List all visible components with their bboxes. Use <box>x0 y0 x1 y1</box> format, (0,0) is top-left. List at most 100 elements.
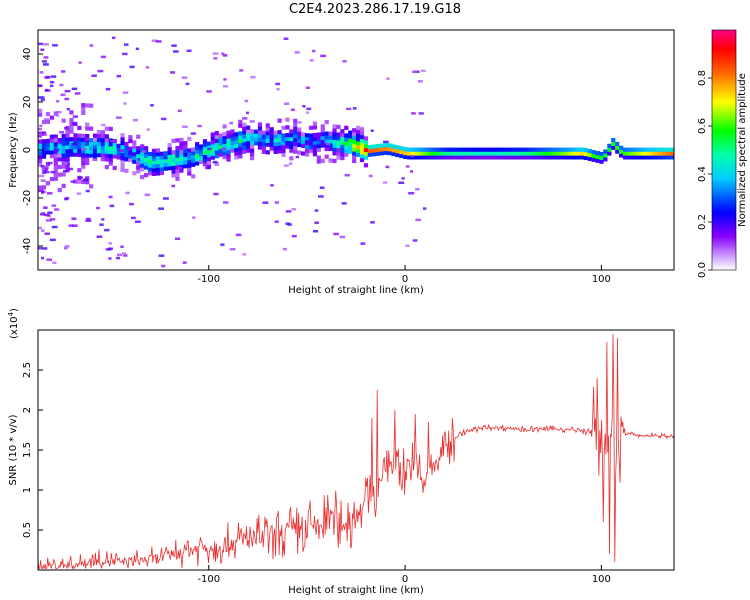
spectrogram-cell <box>528 147 533 152</box>
spectrogram-speckle <box>85 137 90 141</box>
spectrogram-cell <box>128 138 133 144</box>
spectrogram-speckle <box>181 76 188 79</box>
spectrogram-cell <box>410 147 416 152</box>
spectrogram-speckle <box>42 190 47 193</box>
spectrogram-cell <box>469 147 475 152</box>
spectrogram-cell <box>41 142 47 148</box>
spectrogram-cell <box>418 147 424 152</box>
spectrogram-cell <box>104 145 109 150</box>
spectrogram-cell <box>151 148 157 153</box>
spectrogram-cell <box>179 160 184 165</box>
spectrogram-cell <box>89 103 94 108</box>
spectrogram-speckle <box>125 191 130 195</box>
spectrogram-speckle <box>62 169 68 173</box>
spectrogram-cell <box>556 151 561 156</box>
spectrogram-speckle <box>317 195 324 198</box>
snr-panel: -100 0 100 0.5 1 1.5 2 2.5 Height of straight … <box>7 308 675 596</box>
spectrogram-speckle <box>170 71 176 74</box>
spectrogram-speckle <box>205 166 211 170</box>
spectrogram-cell <box>477 151 482 156</box>
spectrogram-speckle <box>42 63 49 66</box>
spectrogram-cell <box>104 134 109 139</box>
spectrogram-cell <box>242 122 247 127</box>
spectrogram-cell <box>226 145 231 151</box>
spectrogram-cell <box>81 149 86 154</box>
spectrogram-cell <box>308 133 314 138</box>
spectrogram-cell <box>167 166 172 171</box>
spectrogram-cell <box>359 146 365 151</box>
spectrogram-cell <box>57 172 62 177</box>
spectrogram-cell <box>120 133 125 138</box>
spectrogram-cell <box>151 160 157 165</box>
spectrogram-cell <box>210 140 215 145</box>
spectrogram-cell <box>250 152 255 157</box>
spectrogram-cell <box>375 151 380 156</box>
colorbar: 0.0 0.2 0.4 0.6 0.8 Normalized spectral ampl… <box>697 29 748 278</box>
spectrogram-cell <box>151 168 157 173</box>
spectrogram-cell <box>379 143 384 148</box>
spectrogram-cell <box>112 142 117 147</box>
spectrogram-cell <box>375 147 380 153</box>
spectrogram-cell <box>434 155 439 160</box>
spectrogram-cell <box>630 155 636 160</box>
spectrogram-cell <box>352 143 357 148</box>
spectrogram-cell <box>155 167 160 172</box>
spectrogram-cell <box>316 144 321 149</box>
spectrogram-cell <box>509 155 514 160</box>
spectrogram-cell <box>607 143 612 148</box>
spectrogram-cell <box>301 132 306 137</box>
spectrogram-speckle <box>38 174 45 178</box>
spectrogram-cell <box>151 156 157 161</box>
spectrogram-speckle <box>302 104 306 108</box>
spectrogram-cell <box>116 147 121 152</box>
spectrogram-cell <box>363 163 369 168</box>
spectrogram-cell <box>53 161 58 166</box>
spectrogram-cell <box>92 137 98 142</box>
spectrogram-cell <box>348 145 353 151</box>
spectrogram-speckle <box>291 234 297 238</box>
spectrogram-cell <box>45 161 51 167</box>
spectrogram-cell <box>195 142 200 147</box>
spectrogram-cell <box>304 140 310 146</box>
spectrogram-cell <box>171 138 176 143</box>
spectrogram-cell <box>304 144 310 149</box>
spectrogram-cell <box>183 144 188 150</box>
spectrogram-cell <box>473 155 478 160</box>
spectrogram-cell <box>654 147 659 152</box>
spectrogram-cell <box>599 159 604 164</box>
spectrogram-cell <box>136 134 141 139</box>
spectrogram-speckle <box>229 247 236 251</box>
spectrogram-cell <box>45 111 51 117</box>
spectrogram-cell <box>136 169 141 174</box>
spectrogram-cell <box>540 147 545 152</box>
spectrogram-speckle <box>415 188 420 191</box>
spectrogram-speckle <box>56 99 60 103</box>
snr-series-line <box>38 333 674 570</box>
spectrogram-cell <box>230 144 235 149</box>
spectrogram-cell <box>308 144 314 150</box>
spectrogram-cell <box>77 141 82 146</box>
spectrogram-cell <box>195 157 200 162</box>
spectrogram-cell <box>363 155 369 160</box>
spectrogram-cell <box>316 147 321 153</box>
spectrogram-cell <box>261 145 266 151</box>
spectrogram-cell <box>556 155 561 160</box>
spectrogram-cell <box>513 151 518 156</box>
spectrogram-cell <box>399 146 404 151</box>
spectrogram-speckle <box>352 107 357 110</box>
spectrogram-cell <box>642 151 647 156</box>
spectrogram-cell <box>301 143 306 148</box>
spectrogram-cell <box>336 132 341 137</box>
spectrogram-cell <box>128 158 133 163</box>
spectrogram-speckle <box>64 245 70 248</box>
spectrogram-cell <box>38 143 43 148</box>
spectrogram-cell <box>630 151 636 156</box>
spectrogram-cell <box>301 139 306 145</box>
spectrogram-cell <box>179 137 184 142</box>
spectrogram-cell <box>611 138 616 143</box>
spectrogram-cell <box>230 137 235 142</box>
spectrogram-speckle <box>161 264 166 268</box>
spectrogram-speckle <box>222 54 228 57</box>
spectrogram-cell <box>38 150 43 156</box>
spectrogram-cell <box>214 138 219 143</box>
